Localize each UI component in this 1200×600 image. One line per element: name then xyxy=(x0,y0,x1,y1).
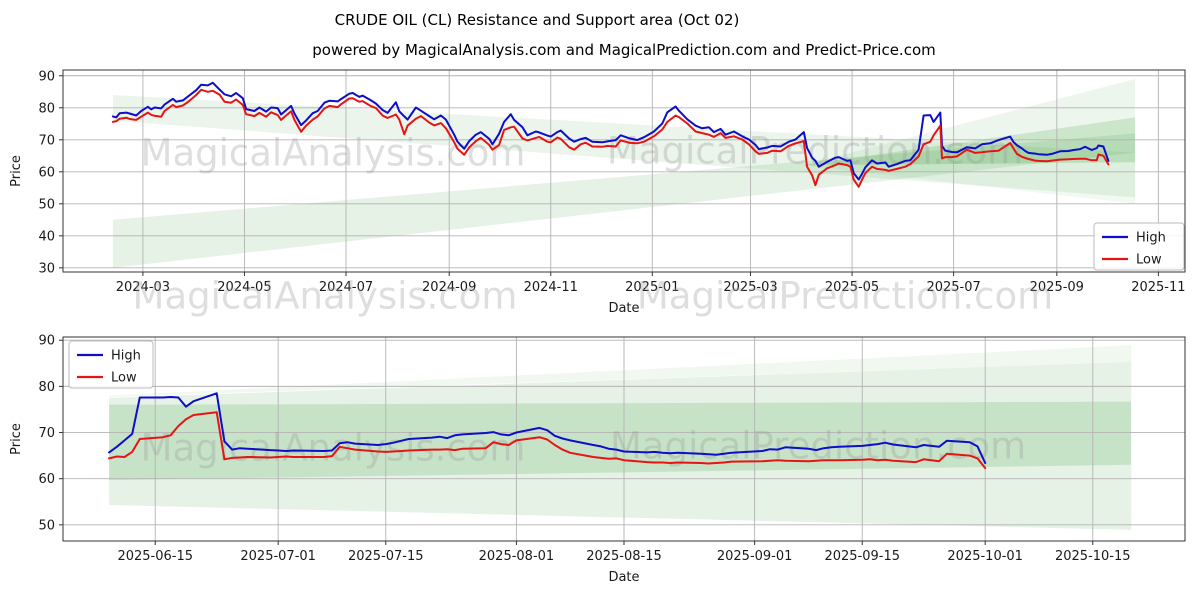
x-tick-label: 2024-11 xyxy=(524,280,578,295)
y-tick-label: 40 xyxy=(38,229,55,244)
top-chart-legend: High Low xyxy=(1093,222,1185,271)
x-tick-label: 2025-10-15 xyxy=(1055,549,1131,564)
bottom-chart-resistance-band-top xyxy=(109,345,1132,397)
x-tick-label: 2024-07 xyxy=(319,280,373,295)
x-tick-label: 2025-07-01 xyxy=(240,549,316,564)
top-chart-forecast-fan-upper xyxy=(802,79,1136,166)
y-tick-label: 70 xyxy=(38,426,55,441)
legend-label-high: High xyxy=(111,349,141,364)
y-tick-label: 80 xyxy=(38,101,55,116)
x-tick-label: 2025-09 xyxy=(1030,280,1084,295)
y-tick-label: 70 xyxy=(38,133,55,148)
watermark-text: MagicalAnalysis.com xyxy=(141,132,526,175)
x-tick-label: 2025-07-15 xyxy=(348,549,424,564)
x-tick-label: 2024-05 xyxy=(217,280,271,295)
x-tick-label: 2025-03 xyxy=(723,280,777,295)
y-tick-label: 50 xyxy=(38,197,55,212)
x-tick-label: 2025-06-15 xyxy=(117,549,193,564)
bottom-chart-background: 50 60 70 80 90 2025-06-15 2025-07-01 2025-07-15… xyxy=(9,334,1186,585)
x-tick-label: 2025-07 xyxy=(926,280,980,295)
legend-label-low: Low xyxy=(111,371,137,386)
x-tick-label: 2024-09 xyxy=(422,280,476,295)
y-tick-label: 60 xyxy=(38,472,55,487)
y-axis-label: Price xyxy=(9,423,24,455)
y-tick-label: 90 xyxy=(38,334,55,349)
x-tick-label: 2025-11 xyxy=(1131,280,1185,295)
x-tick-label: 2025-05 xyxy=(825,280,879,295)
x-tick-label: 2025-09-15 xyxy=(824,549,900,564)
legend-label-low: Low xyxy=(1136,253,1162,268)
figure-title: CRUDE OIL (CL) Resistance and Support ar… xyxy=(334,11,740,29)
top-chart-series xyxy=(111,81,1110,188)
x-tick-label: 2025-01 xyxy=(625,280,679,295)
high-line xyxy=(108,392,987,464)
bottom-chart-resistance-band-upper xyxy=(109,361,1132,405)
watermark-text: MagicalPrediction.com xyxy=(607,130,1023,173)
x-axis-label: Date xyxy=(608,301,639,316)
bottom-chart-support-band-lower xyxy=(109,464,1132,530)
low-line xyxy=(108,411,987,470)
bottom-chart-legend: High Low xyxy=(68,340,154,389)
top-chart-frame xyxy=(62,69,1186,273)
x-tick-label: 2025-08-01 xyxy=(479,549,555,564)
x-tick-label: 2024-03 xyxy=(116,280,170,295)
low-line xyxy=(111,88,1110,188)
x-tick-label: 2025-10-01 xyxy=(947,549,1023,564)
y-tick-label: 90 xyxy=(38,69,55,84)
watermark-text: MagicalPrediction.com xyxy=(637,275,1053,318)
x-tick-label: 2025-08-15 xyxy=(586,549,662,564)
bottom-chart-series xyxy=(108,392,987,470)
x-axis-label: Date xyxy=(608,570,639,585)
x-tick-label: 2025-09-01 xyxy=(717,549,793,564)
y-tick-label: 80 xyxy=(38,380,55,395)
y-tick-label: 30 xyxy=(38,261,55,276)
figure-subtitle: powered by MagicalAnalysis.com and Magic… xyxy=(312,41,936,59)
y-axis-label: Price xyxy=(9,155,24,187)
top-chart-support-channel xyxy=(112,133,1136,268)
legend-label-high: High xyxy=(1136,231,1166,246)
watermark-text: MagicalAnalysis.com xyxy=(133,275,518,318)
y-tick-label: 60 xyxy=(38,165,55,180)
y-tick-label: 50 xyxy=(38,518,55,533)
top-chart-forecast-fan-lower xyxy=(802,162,1136,204)
